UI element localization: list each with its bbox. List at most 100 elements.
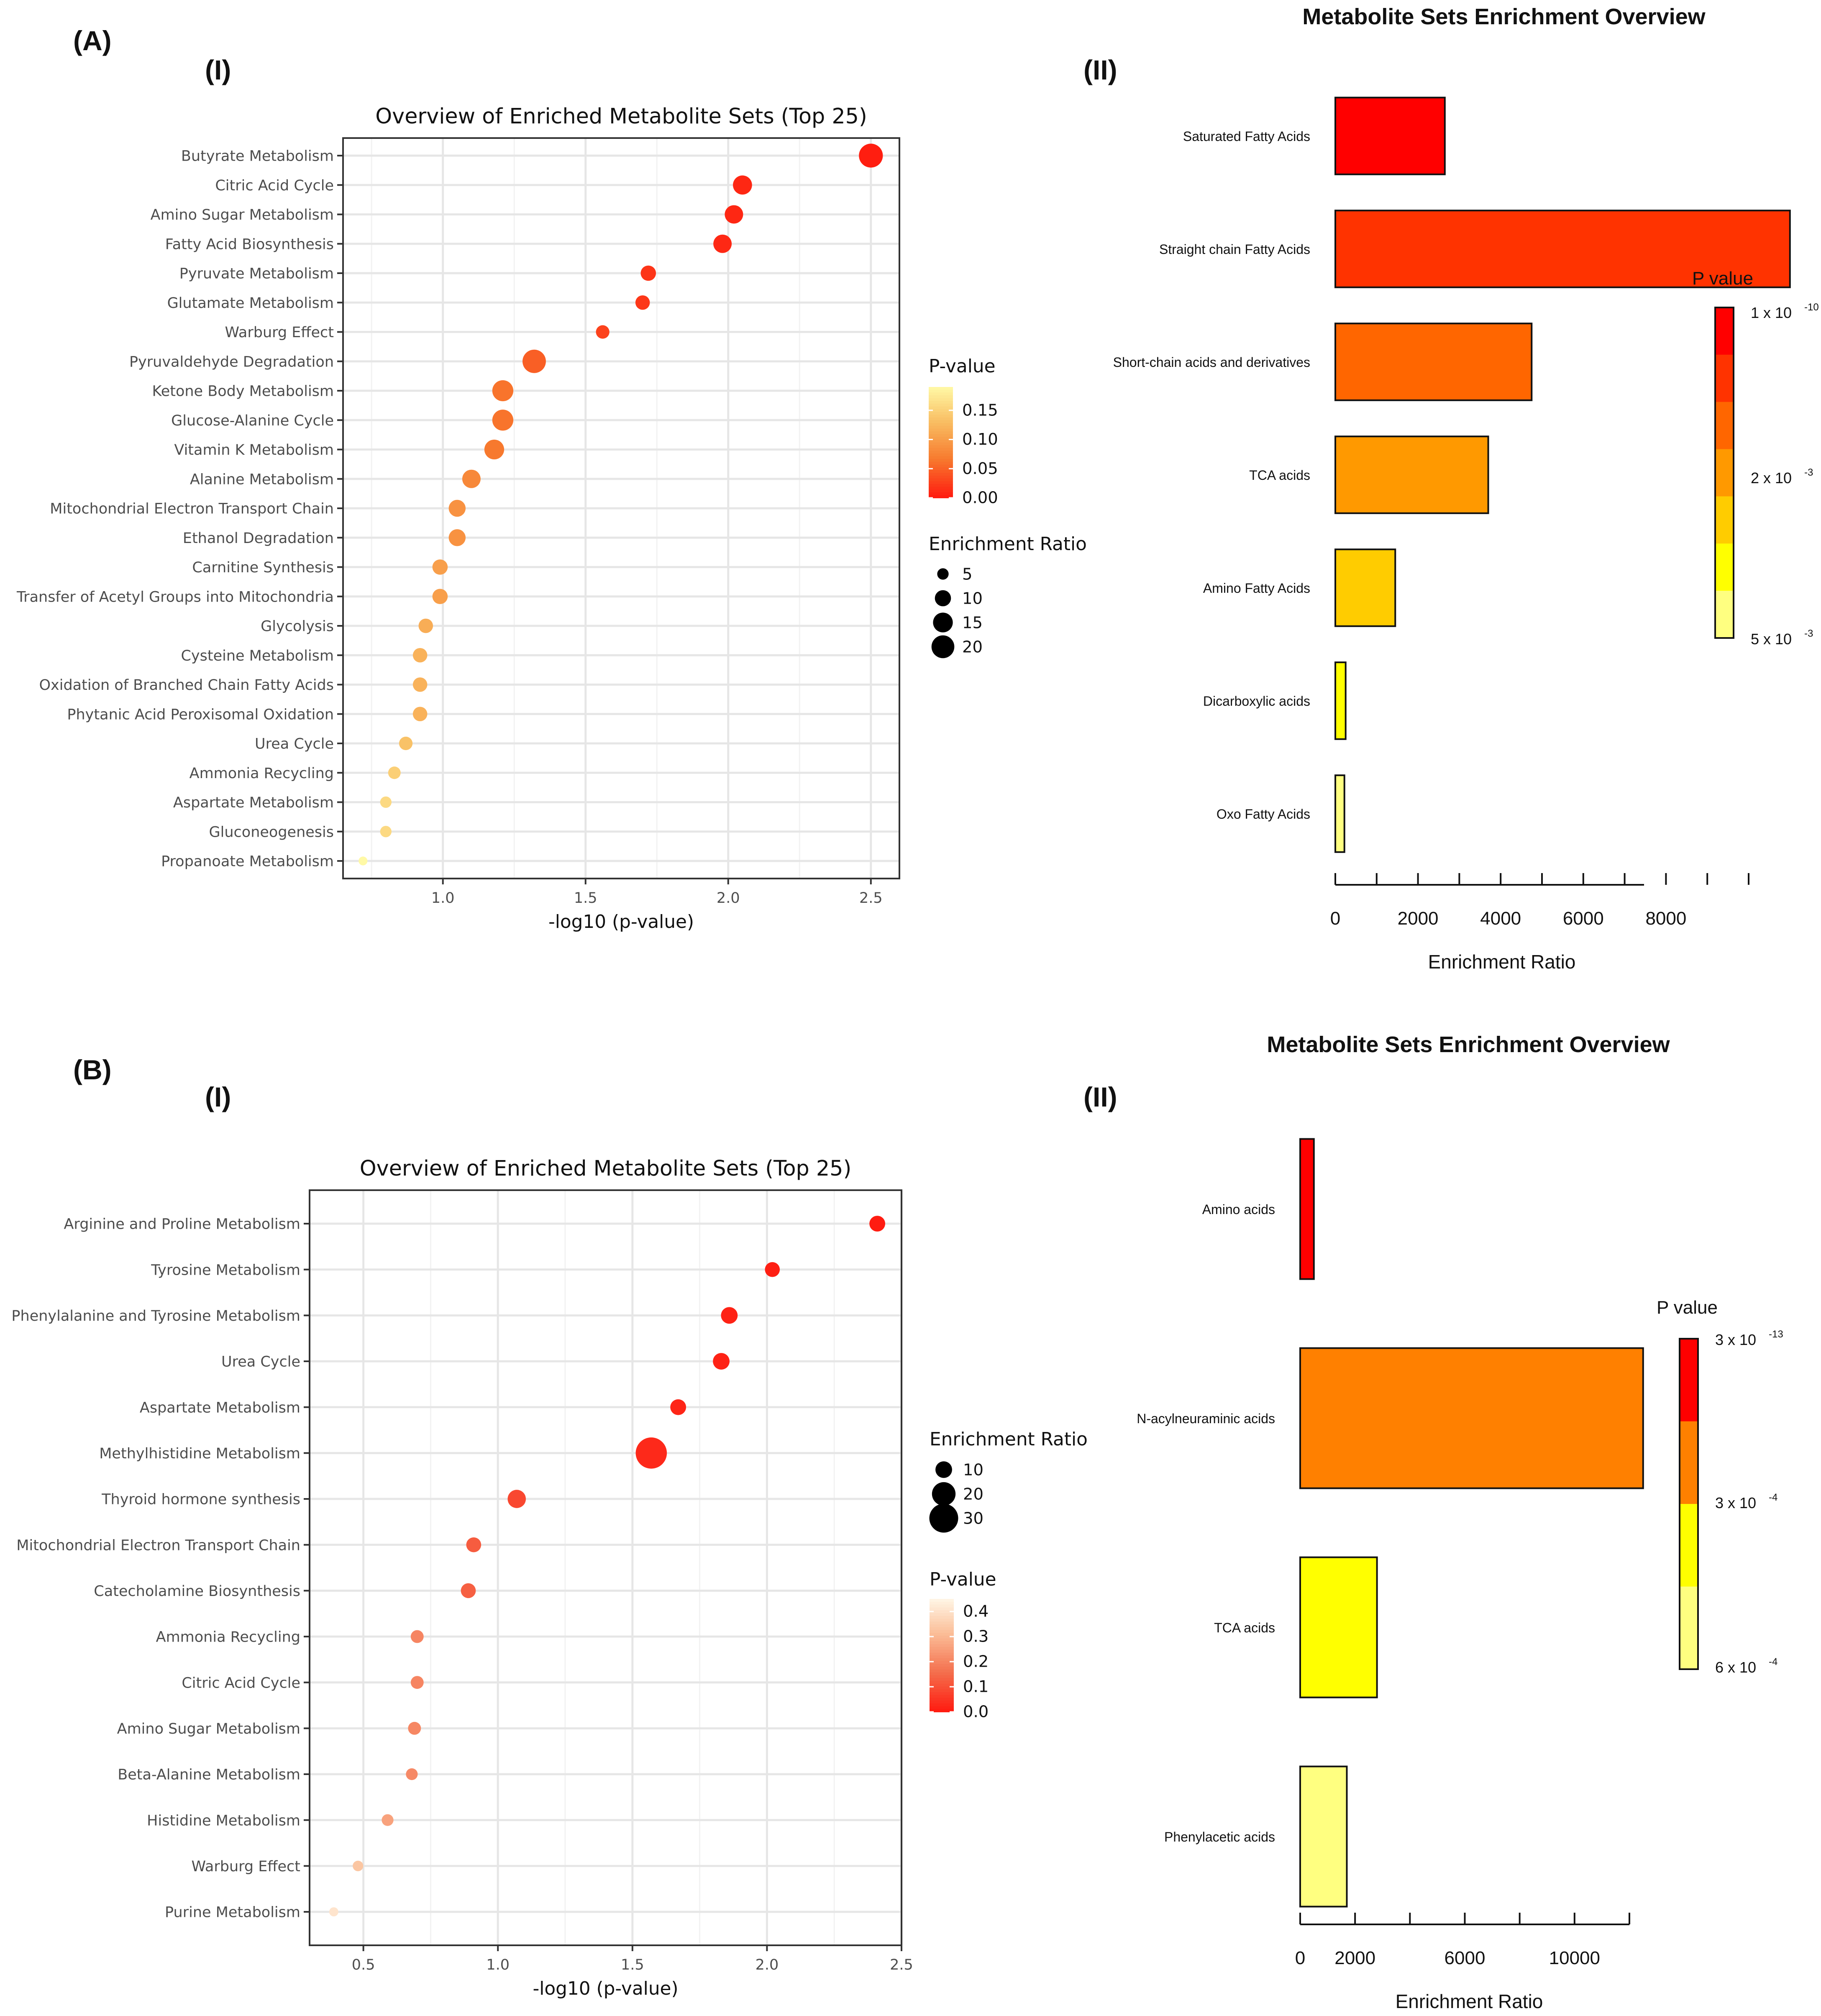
data-point [432, 559, 448, 575]
bar [1299, 1347, 1644, 1489]
legend-swatch [1715, 591, 1734, 638]
data-point [670, 1399, 686, 1415]
color-legend-label: 0.10 [962, 430, 998, 449]
color-legend-swatch [930, 1664, 954, 1667]
bar-category-label: Oxo Fatty Acids [1217, 807, 1310, 822]
y-tick-label: Mitochondrial Electron Transport Chain [16, 1537, 300, 1554]
legend-swatch [1680, 1339, 1698, 1422]
x-tick-label: 4000 [1480, 908, 1521, 929]
data-point [380, 826, 392, 838]
size-legend-dot [933, 612, 953, 633]
data-point [359, 856, 368, 866]
data-point [466, 1537, 482, 1552]
data-point [410, 1676, 424, 1689]
legend-swatch [1680, 1504, 1698, 1587]
panel-a-i-label: (I) [205, 54, 231, 85]
y-tick-label: Histidine Metabolism [147, 1812, 300, 1829]
y-tick-label: Methylhistidine Metabolism [99, 1445, 300, 1462]
size-legend-label: 20 [963, 1485, 983, 1504]
y-tick-label: Citric Acid Cycle [215, 177, 334, 194]
data-point [448, 500, 466, 517]
y-tick-label: Glucose-Alanine Cycle [171, 412, 334, 429]
x-tick-label: 0 [1295, 1948, 1305, 1968]
legend-label-exponent: -3 [1804, 628, 1813, 639]
x-axis-title: -log10 (p-value) [533, 1978, 678, 1999]
color-legend-swatch [929, 484, 953, 487]
data-point [522, 349, 546, 373]
data-point [765, 1262, 780, 1277]
y-tick-label: Alanine Metabolism [190, 471, 334, 488]
size-legend-title: Enrichment Ratio [929, 533, 1087, 555]
color-legend-swatch [929, 439, 953, 443]
y-tick-label: Beta-Alanine Metabolism [118, 1767, 300, 1783]
y-tick-label: Warburg Effect [192, 1858, 300, 1875]
legend-label-base: 6 x 10 [1715, 1659, 1756, 1676]
color-legend-title: P-value [929, 356, 996, 377]
y-tick-label: Tyrosine Metabolism [151, 1262, 300, 1278]
color-legend-swatch [929, 467, 953, 471]
y-tick-label: Mitochondrial Electron Transport Chain [50, 501, 334, 517]
bar [1334, 323, 1533, 401]
color-legend-swatch [930, 1658, 954, 1662]
color-legend-swatch [929, 409, 953, 412]
color-legend-swatch [929, 412, 953, 415]
size-legend-dot [931, 635, 955, 658]
legend-label-exponent: -13 [1769, 1329, 1783, 1340]
y-tick-label: Catecholamine Biosynthesis [94, 1583, 300, 1600]
x-tick-label: 2.5 [859, 890, 883, 907]
y-tick-label: Aspartate Metabolism [173, 794, 334, 811]
panel-b-i-label: (I) [205, 1081, 231, 1112]
legend-label-exponent: -4 [1769, 1492, 1777, 1503]
color-legend-swatch [930, 1655, 954, 1659]
size-legend-label: 10 [962, 589, 983, 608]
color-legend-swatch [929, 453, 953, 457]
color-legend-swatch [929, 401, 953, 404]
y-tick-label: Fatty Acid Biosynthesis [165, 236, 334, 253]
color-legend-swatch [930, 1695, 954, 1698]
size-legend-dot [932, 1482, 956, 1506]
panel-a-ii-label: (II) [1083, 54, 1117, 85]
data-point [492, 410, 514, 431]
size-legend-dot [937, 568, 949, 580]
x-tick-label: 1.0 [486, 1957, 510, 1973]
color-legend-label: 0.4 [963, 1602, 989, 1621]
legend-swatch [1715, 449, 1734, 497]
color-legend-swatch [930, 1661, 954, 1665]
y-tick-label: Carnitine Synthesis [192, 559, 334, 576]
y-tick-label: Glycolysis [261, 618, 334, 635]
y-tick-label: Glutamate Metabolism [167, 295, 334, 312]
data-point [713, 1353, 730, 1370]
color-legend-swatch [930, 1644, 954, 1647]
color-legend-swatch [930, 1678, 954, 1681]
color-legend-label: 0.0 [963, 1703, 989, 1721]
chart-title: Metabolite Sets Enrichment Overview [1302, 4, 1706, 29]
panel-b-label: (B) [73, 1054, 112, 1085]
legend-label-exponent: -10 [1804, 302, 1819, 313]
bar [1334, 661, 1347, 740]
color-legend-swatch [929, 392, 953, 396]
panel-b-ii-label: (II) [1083, 1081, 1117, 1112]
color-legend-swatch [929, 495, 953, 498]
bar [1334, 97, 1446, 175]
color-legend-swatch [930, 1680, 954, 1684]
legend-label-base: 3 x 10 [1715, 1494, 1756, 1511]
data-point [412, 677, 428, 692]
x-tick-label: 2.0 [717, 890, 740, 907]
data-point [869, 1216, 886, 1232]
chart-title: Overview of Enriched Metabolite Sets (To… [375, 104, 867, 128]
data-point [713, 234, 732, 253]
color-legend-swatch [929, 448, 953, 451]
color-legend-swatch [930, 1706, 954, 1710]
dot-plot-a: Butyrate Metabolism Citric Acid Cycle Amin… [16, 104, 1087, 932]
y-tick-label: Ketone Body Metabolism [152, 383, 334, 400]
y-tick-label: Ethanol Degradation [183, 530, 334, 547]
legend-bar-border [1714, 307, 1734, 639]
color-legend-swatch [930, 1624, 954, 1628]
color-legend-swatch [930, 1692, 954, 1696]
plot-background [310, 1190, 902, 1945]
color-legend-swatch [930, 1672, 954, 1676]
color-legend-swatch [930, 1683, 954, 1687]
color-legend-swatch [930, 1698, 954, 1701]
legend-title: P value [1692, 268, 1753, 289]
y-tick-label: Thyroid hormone synthesis [101, 1491, 300, 1508]
